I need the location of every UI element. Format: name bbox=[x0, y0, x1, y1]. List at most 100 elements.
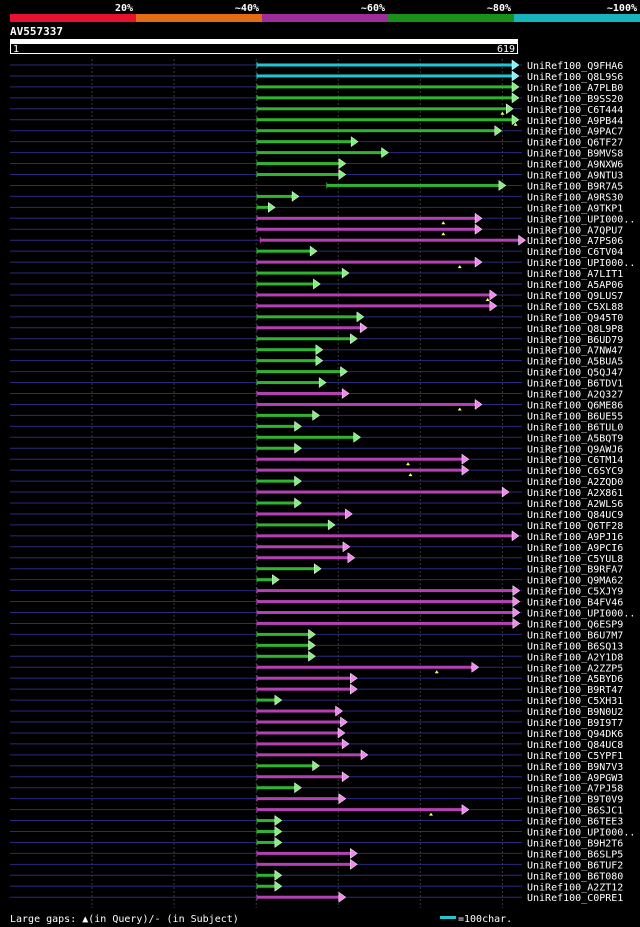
hit-label[interactable]: UniRef100_B9H2T6 bbox=[527, 838, 623, 849]
hit-label[interactable]: UniRef100_B6UE55 bbox=[527, 411, 623, 422]
hit-row[interactable]: UniRef100_Q9MA62 bbox=[10, 574, 623, 587]
hit-row[interactable]: UniRef100_Q5QJ47 bbox=[10, 366, 623, 379]
hit-row[interactable]: UniRef100_B6TUL0 bbox=[10, 420, 623, 433]
hit-row[interactable]: UniRef100_B6TUF2 bbox=[10, 858, 623, 871]
hit-row[interactable]: UniRef100_A7NW47 bbox=[10, 344, 623, 357]
hit-label[interactable]: UniRef100_A9RS30 bbox=[527, 192, 623, 203]
hit-label[interactable]: UniRef100_A5BUA5 bbox=[527, 357, 623, 368]
hit-row[interactable]: UniRef100_B6SJC1 bbox=[10, 804, 623, 817]
hit-row[interactable]: UniRef100_A9PJ16 bbox=[10, 530, 623, 543]
hit-label[interactable]: UniRef100_B6SJC1 bbox=[527, 806, 623, 817]
hit-row[interactable]: UniRef100_Q8L9S6 bbox=[10, 70, 623, 83]
hit-label[interactable]: UniRef100_C6T444 bbox=[527, 105, 623, 116]
hit-row[interactable]: UniRef100_C6TV04 bbox=[10, 245, 623, 258]
hit-row[interactable]: UniRef100_C5YPF1 bbox=[10, 749, 623, 762]
hit-label[interactable]: UniRef100_B6T080 bbox=[527, 871, 623, 882]
hit-label[interactable]: UniRef100_C5YUL8 bbox=[527, 554, 623, 565]
hit-label[interactable]: UniRef100_C6SYC9 bbox=[527, 466, 623, 477]
hit-label[interactable]: UniRef100_Q9AWJ6 bbox=[527, 444, 623, 455]
hit-label[interactable]: UniRef100_B9MVS8 bbox=[527, 149, 623, 160]
hit-row[interactable]: UniRef100_B9N7V3 bbox=[10, 760, 623, 773]
hit-row[interactable]: UniRef100_A9NXW6 bbox=[10, 158, 623, 171]
hit-row[interactable]: UniRef100_A9PGW3 bbox=[10, 771, 623, 784]
hit-label[interactable]: UniRef100_A5BYD6 bbox=[527, 674, 623, 685]
hit-row[interactable]: UniRef100_B9MVS8 bbox=[10, 147, 623, 160]
hit-label[interactable]: UniRef100_A7QPU7 bbox=[527, 225, 623, 236]
hit-label[interactable]: UniRef100_A2ZQD0 bbox=[527, 477, 623, 488]
hit-label[interactable]: UniRef100_UPI000.. bbox=[527, 214, 635, 225]
hit-label[interactable]: UniRef100_A5BQT9 bbox=[527, 433, 623, 444]
hit-row[interactable]: UniRef100_Q94DK6 bbox=[10, 727, 623, 740]
hit-row[interactable]: UniRef100_Q84UC9 bbox=[10, 508, 623, 521]
hit-label[interactable]: UniRef100_B9RFA7 bbox=[527, 565, 623, 576]
hit-row[interactable]: UniRef100_C5XL88 bbox=[10, 300, 623, 313]
hit-row[interactable]: UniRef100_A9NTU3 bbox=[10, 169, 623, 182]
hit-row[interactable]: UniRef100_Q84UC8 bbox=[10, 738, 623, 751]
hit-label[interactable]: UniRef100_B6SLP5 bbox=[527, 849, 623, 860]
hit-row[interactable]: UniRef100_Q9AWJ6 bbox=[10, 442, 623, 455]
hit-label[interactable]: UniRef100_A2Y1D8 bbox=[527, 652, 623, 663]
hit-row[interactable]: UniRef100_A9PB44 bbox=[10, 114, 623, 127]
hit-label[interactable]: UniRef100_B6TEE3 bbox=[527, 817, 623, 828]
hit-label[interactable]: UniRef100_C6TM14 bbox=[527, 455, 623, 466]
hit-row[interactable]: UniRef100_B6SLP5 bbox=[10, 847, 623, 860]
hit-row[interactable]: UniRef100_B9I9T7 bbox=[10, 716, 623, 729]
hit-label[interactable]: UniRef100_A2ZT12 bbox=[527, 882, 623, 893]
hit-label[interactable]: UniRef100_Q84UC9 bbox=[527, 510, 623, 521]
hit-label[interactable]: UniRef100_A5AP06 bbox=[527, 280, 623, 291]
hit-label[interactable]: UniRef100_C6TV04 bbox=[527, 247, 623, 258]
hit-row[interactable]: UniRef100_C5YUL8 bbox=[10, 552, 623, 565]
hit-label[interactable]: UniRef100_Q94DK6 bbox=[527, 729, 623, 740]
hit-label[interactable]: UniRef100_B9RT47 bbox=[527, 685, 623, 696]
hit-row[interactable]: UniRef100_A7QPU7 bbox=[10, 223, 623, 236]
hit-row[interactable]: UniRef100_A9PCI6 bbox=[10, 541, 623, 554]
hit-row[interactable]: UniRef100_B6U7M7 bbox=[10, 628, 623, 641]
hit-row[interactable]: UniRef100_A5BQT9 bbox=[10, 431, 623, 444]
hit-label[interactable]: UniRef100_Q6ME86 bbox=[527, 400, 623, 411]
hit-label[interactable]: UniRef100_B6TUF2 bbox=[527, 860, 623, 871]
hit-row[interactable]: UniRef100_Q8L9P8 bbox=[10, 322, 623, 335]
hit-label[interactable]: UniRef100_B9I9T7 bbox=[527, 718, 623, 729]
hit-label[interactable]: UniRef100_A7LIT1 bbox=[527, 269, 623, 280]
hit-row[interactable]: UniRef100_B6T080 bbox=[10, 869, 623, 882]
hit-label[interactable]: UniRef100_Q6ESP9 bbox=[527, 619, 623, 630]
hit-label[interactable]: UniRef100_A9PCI6 bbox=[527, 543, 623, 554]
hit-row[interactable]: UniRef100_C6TM14 bbox=[10, 453, 623, 466]
hit-label[interactable]: UniRef100_C5YPF1 bbox=[527, 751, 623, 762]
hit-row[interactable]: UniRef100_C0PRE1 bbox=[10, 891, 623, 904]
hit-row[interactable]: UniRef100_A7PLB0 bbox=[10, 81, 623, 94]
hit-row[interactable]: UniRef100_UPI000.. bbox=[10, 212, 635, 225]
hit-row[interactable]: UniRef100_B6UE55 bbox=[10, 409, 623, 422]
hit-row[interactable]: UniRef100_B9RFA7 bbox=[10, 563, 623, 576]
hit-row[interactable]: UniRef100_A2WLS6 bbox=[10, 497, 623, 510]
hit-label[interactable]: UniRef100_B9N0U2 bbox=[527, 707, 623, 718]
hit-label[interactable]: UniRef100_B9SS20 bbox=[527, 94, 623, 105]
hit-label[interactable]: UniRef100_B6U7M7 bbox=[527, 630, 623, 641]
hit-row[interactable]: UniRef100_UPI000.. bbox=[10, 826, 635, 839]
hit-label[interactable]: UniRef100_A9PAC7 bbox=[527, 127, 623, 138]
hit-row[interactable]: UniRef100_A7LIT1 bbox=[10, 267, 623, 280]
hit-label[interactable]: UniRef100_Q8L9S6 bbox=[527, 72, 623, 83]
hit-row[interactable]: UniRef100_Q945T0 bbox=[10, 311, 623, 324]
hit-row[interactable]: UniRef100_C5XJY9 bbox=[10, 585, 623, 598]
hit-row[interactable]: UniRef100_Q6TF27 bbox=[10, 136, 623, 149]
hit-label[interactable]: UniRef100_Q5QJ47 bbox=[527, 368, 623, 379]
hit-label[interactable]: UniRef100_A9PB44 bbox=[527, 116, 623, 127]
hit-row[interactable]: UniRef100_B9SS20 bbox=[10, 92, 623, 105]
hit-label[interactable]: UniRef100_A9NTU3 bbox=[527, 171, 623, 182]
hit-label[interactable]: UniRef100_B6UD79 bbox=[527, 335, 623, 346]
hit-row[interactable]: UniRef100_Q9FHA6 bbox=[10, 59, 623, 72]
hit-label[interactable]: UniRef100_A9PGW3 bbox=[527, 773, 623, 784]
hit-label[interactable]: UniRef100_A2Q327 bbox=[527, 390, 623, 401]
hit-row[interactable]: UniRef100_Q6ESP9 bbox=[10, 617, 623, 630]
hit-row[interactable]: UniRef100_B6TDV1 bbox=[10, 377, 623, 390]
hit-row[interactable]: UniRef100_Q9LUS7 bbox=[10, 289, 623, 302]
hit-row[interactable]: UniRef100_A2ZQD0 bbox=[10, 475, 623, 488]
hit-row[interactable]: UniRef100_C5XH31 bbox=[10, 694, 623, 707]
hit-label[interactable]: UniRef100_C0PRE1 bbox=[527, 893, 623, 904]
hit-label[interactable]: UniRef100_A2ZZP5 bbox=[527, 663, 623, 674]
hit-row[interactable]: UniRef100_A9RS30 bbox=[10, 190, 623, 203]
hit-row[interactable]: UniRef100_C6SYC9 bbox=[10, 464, 623, 477]
hit-label[interactable]: UniRef100_A2X861 bbox=[527, 488, 623, 499]
hit-label[interactable]: UniRef100_B6SQ13 bbox=[527, 641, 623, 652]
